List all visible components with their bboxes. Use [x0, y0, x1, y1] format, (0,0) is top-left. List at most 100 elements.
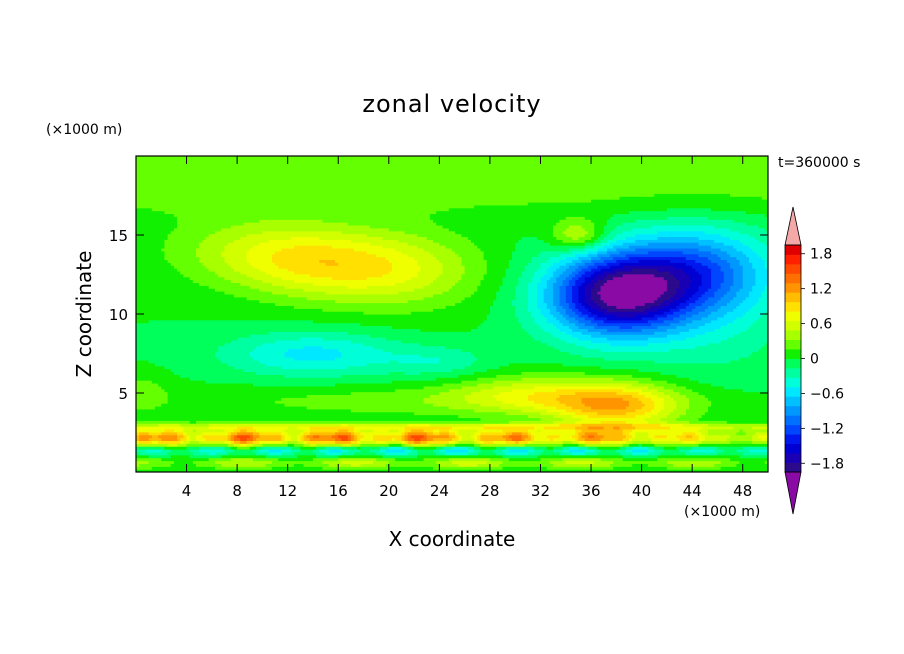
field-cell: [714, 293, 725, 298]
field-cell: [749, 449, 768, 453]
field-cell: [505, 437, 513, 441]
x-tick-label: 40: [632, 482, 651, 500]
field-cell: [290, 449, 301, 453]
field-cell: [578, 276, 586, 281]
field-cell: [749, 256, 763, 261]
field-cell: [164, 446, 188, 450]
field-cell: [477, 463, 500, 467]
field-cell: [758, 348, 768, 352]
field-cell: [436, 276, 463, 281]
field-cell: [575, 411, 598, 416]
field-cell: [417, 262, 444, 266]
field-cell: [568, 224, 583, 229]
field-cell: [578, 265, 589, 269]
field-cell: [714, 463, 737, 467]
field-cell: [606, 316, 643, 321]
field-cell: [379, 446, 390, 450]
field-cell: [575, 268, 583, 272]
field-cell: [373, 345, 447, 350]
field-cell: [373, 434, 403, 439]
field-cell: [420, 371, 475, 375]
field-cell: [300, 446, 317, 450]
field-cell: [600, 437, 624, 441]
field-cell: [388, 466, 434, 470]
field-cell: [584, 276, 595, 281]
colorbar-bin: [785, 339, 801, 350]
field-cell: [559, 219, 592, 223]
field-cell: [136, 181, 768, 186]
field-cell: [572, 293, 579, 298]
field-cell: [591, 219, 608, 223]
field-cell: [281, 437, 286, 441]
field-cell: [549, 256, 567, 261]
field-cell: [698, 417, 768, 421]
field-cell: [436, 451, 447, 456]
field-cell: [711, 319, 734, 324]
x-tick-label: 48: [733, 482, 752, 500]
field-cell: [758, 296, 768, 301]
field-cell: [398, 359, 440, 364]
field-cell: [395, 247, 425, 252]
field-cell: [515, 247, 570, 252]
field-cell: [452, 368, 488, 373]
field-cell: [161, 247, 197, 252]
field-cell: [673, 293, 684, 298]
field-cell: [651, 322, 671, 327]
field-cell: [423, 397, 466, 401]
field-cell: [369, 334, 532, 338]
field-cell: [714, 328, 747, 332]
field-cell: [167, 259, 200, 263]
field-cell: [575, 282, 583, 286]
field-cell: [208, 451, 216, 456]
field-cell: [173, 227, 222, 232]
field-cell: [518, 282, 529, 286]
field-cell: [136, 463, 140, 467]
field-cell: [698, 325, 722, 329]
field-cell: [537, 305, 548, 309]
field-cell: [591, 288, 602, 292]
field-cell: [477, 382, 513, 387]
field-cell: [461, 259, 488, 263]
field-cell: [572, 285, 579, 289]
field-cell: [764, 259, 768, 263]
field-cell: [572, 308, 579, 312]
field-cell: [505, 431, 513, 436]
field-cell: [502, 434, 510, 439]
field-cell: [252, 357, 295, 361]
field-cell: [230, 434, 235, 439]
field-cell: [578, 285, 586, 289]
field-cell: [594, 233, 602, 238]
field-cell: [616, 259, 640, 263]
field-cell: [325, 451, 342, 456]
field-cell: [312, 434, 320, 439]
field-cell: [755, 236, 768, 240]
field-cell: [540, 417, 564, 421]
field-cell: [294, 245, 333, 249]
field-cell: [249, 334, 371, 338]
field-cell: [682, 431, 696, 436]
field-cell: [350, 431, 355, 436]
field-cell: [663, 299, 674, 304]
field-cell: [572, 259, 583, 263]
field-cell: [723, 273, 734, 278]
field-cell: [578, 296, 586, 301]
field-cell: [704, 411, 768, 416]
field-cell: [546, 279, 557, 283]
field-cell: [527, 428, 538, 433]
field-cell: [632, 437, 652, 441]
field-cell: [651, 397, 665, 401]
field-cell: [600, 420, 627, 424]
field-cell: [613, 245, 630, 249]
field-cell: [531, 440, 564, 444]
field-cell: [391, 437, 396, 441]
field-cell: [568, 319, 579, 324]
field-cell: [587, 328, 608, 332]
field-cell: [714, 302, 728, 306]
field-cell: [752, 262, 766, 266]
field-cell: [407, 253, 434, 258]
field-cell: [136, 460, 150, 464]
field-cell: [136, 405, 156, 410]
field-cell: [189, 440, 200, 444]
field-cell: [584, 242, 595, 246]
field-cell: [477, 357, 605, 361]
